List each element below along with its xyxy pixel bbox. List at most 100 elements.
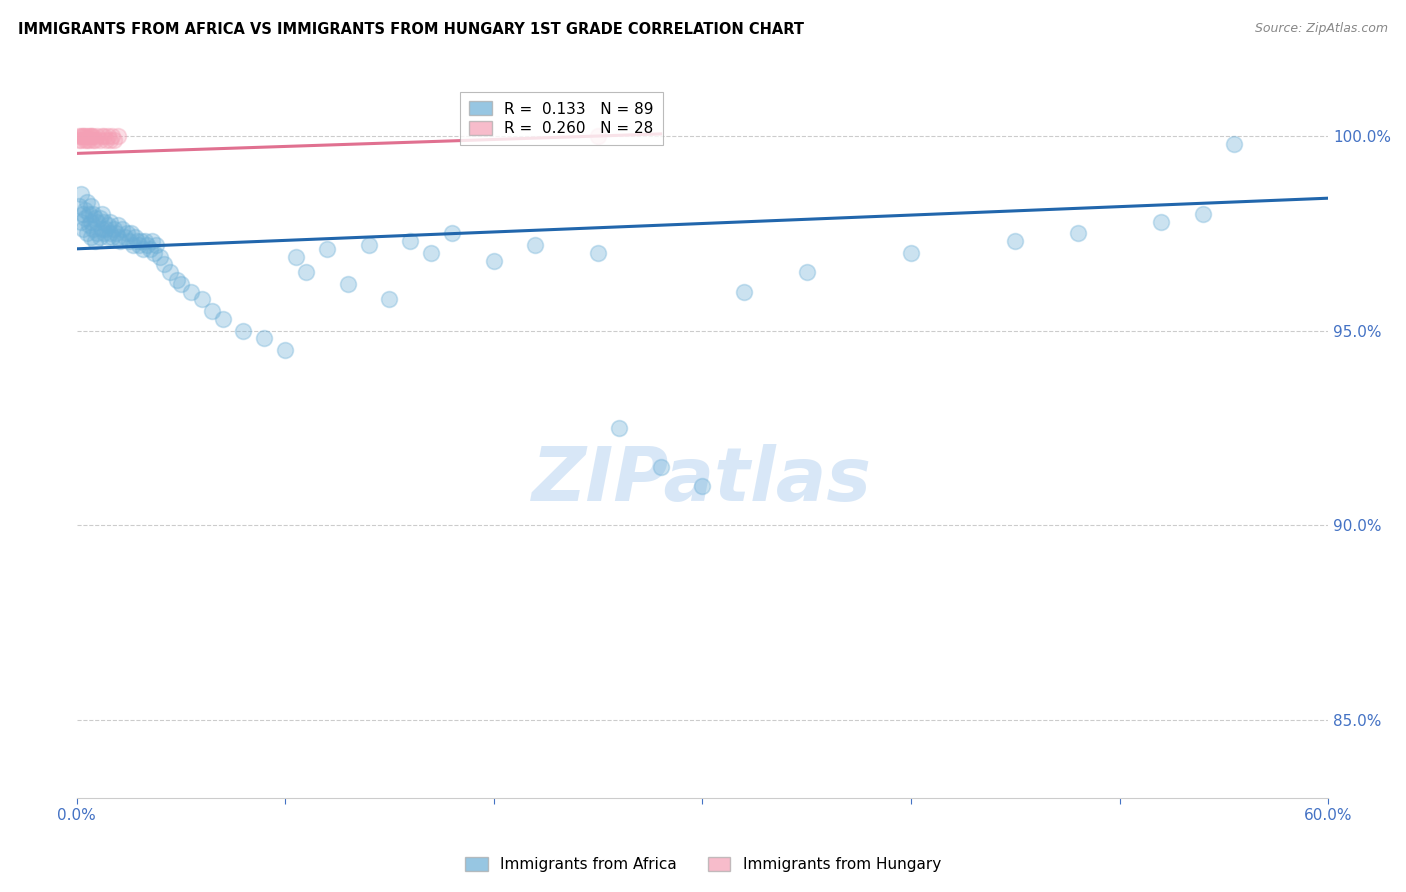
Point: [1223, 136, 1246, 151]
Point: [166, 273, 188, 287]
Text: ZIPatlas: ZIPatlas: [533, 444, 872, 517]
Point: [650, 460, 672, 475]
Point: [84, 234, 107, 248]
Point: [110, 234, 132, 248]
Point: [900, 245, 922, 260]
Point: [190, 293, 212, 307]
Point: [77, 219, 100, 233]
Point: [107, 219, 129, 233]
Point: [124, 230, 146, 244]
Point: [107, 128, 129, 143]
Point: [586, 128, 609, 143]
Point: [98, 133, 121, 147]
Point: [73, 202, 96, 217]
Point: [122, 238, 145, 252]
Point: [98, 214, 121, 228]
Point: [69, 187, 91, 202]
Point: [111, 222, 134, 236]
Point: [82, 133, 104, 147]
Point: [72, 222, 94, 236]
Point: [692, 479, 714, 493]
Text: IMMIGRANTS FROM AFRICA VS IMMIGRANTS FROM HUNGARY 1ST GRADE CORRELATION CHART: IMMIGRANTS FROM AFRICA VS IMMIGRANTS FRO…: [18, 22, 804, 37]
Point: [82, 128, 104, 143]
Point: [86, 226, 108, 240]
Point: [153, 257, 176, 271]
Point: [69, 133, 91, 147]
Point: [103, 222, 125, 236]
Point: [93, 214, 115, 228]
Point: [73, 211, 96, 225]
Point: [98, 226, 121, 240]
Point: [80, 128, 103, 143]
Point: [67, 199, 90, 213]
Point: [1067, 226, 1090, 240]
Point: [90, 222, 112, 236]
Point: [105, 226, 128, 240]
Point: [89, 230, 111, 244]
Point: [67, 128, 90, 143]
Point: [97, 230, 120, 244]
Point: [357, 238, 380, 252]
Point: [76, 195, 98, 210]
Point: [134, 234, 156, 248]
Point: [77, 133, 100, 147]
Point: [76, 133, 98, 147]
Point: [73, 133, 96, 147]
Point: [89, 133, 111, 147]
Point: [315, 242, 337, 256]
Point: [97, 219, 120, 233]
Point: [73, 128, 96, 143]
Point: [378, 293, 401, 307]
Point: [1150, 214, 1173, 228]
Point: [80, 128, 103, 143]
Point: [69, 214, 91, 228]
Point: [114, 230, 136, 244]
Point: [274, 343, 297, 357]
Point: [93, 226, 115, 240]
Point: [180, 285, 202, 299]
Point: [482, 253, 505, 268]
Point: [69, 128, 91, 143]
Point: [72, 128, 94, 143]
Point: [89, 211, 111, 225]
Point: [82, 222, 104, 236]
Point: [128, 238, 150, 252]
Point: [77, 207, 100, 221]
Point: [120, 226, 142, 240]
Point: [101, 128, 124, 143]
Point: [72, 128, 94, 143]
Point: [145, 238, 167, 252]
Point: [232, 324, 254, 338]
Legend: R =  0.133   N = 89, R =  0.260   N = 28: R = 0.133 N = 89, R = 0.260 N = 28: [460, 92, 662, 145]
Point: [1004, 234, 1026, 248]
Point: [524, 238, 547, 252]
Legend: Immigrants from Africa, Immigrants from Hungary: Immigrants from Africa, Immigrants from …: [457, 849, 949, 880]
Point: [90, 128, 112, 143]
Point: [90, 207, 112, 221]
Point: [253, 331, 276, 345]
Point: [67, 133, 90, 147]
Point: [295, 265, 318, 279]
Point: [103, 133, 125, 147]
Point: [86, 214, 108, 228]
Point: [141, 234, 163, 248]
Point: [94, 222, 117, 236]
Point: [77, 128, 100, 143]
Point: [97, 128, 120, 143]
Point: [84, 211, 107, 225]
Point: [80, 230, 103, 244]
Point: [80, 199, 103, 213]
Point: [118, 234, 141, 248]
Point: [149, 250, 172, 264]
Text: Source: ZipAtlas.com: Source: ZipAtlas.com: [1254, 22, 1388, 36]
Point: [72, 207, 94, 221]
Point: [284, 250, 307, 264]
Point: [420, 245, 443, 260]
Point: [586, 245, 609, 260]
Point: [82, 207, 104, 221]
Point: [142, 245, 165, 260]
Point: [136, 238, 159, 252]
Point: [201, 304, 224, 318]
Point: [84, 133, 107, 147]
Point: [107, 230, 129, 244]
